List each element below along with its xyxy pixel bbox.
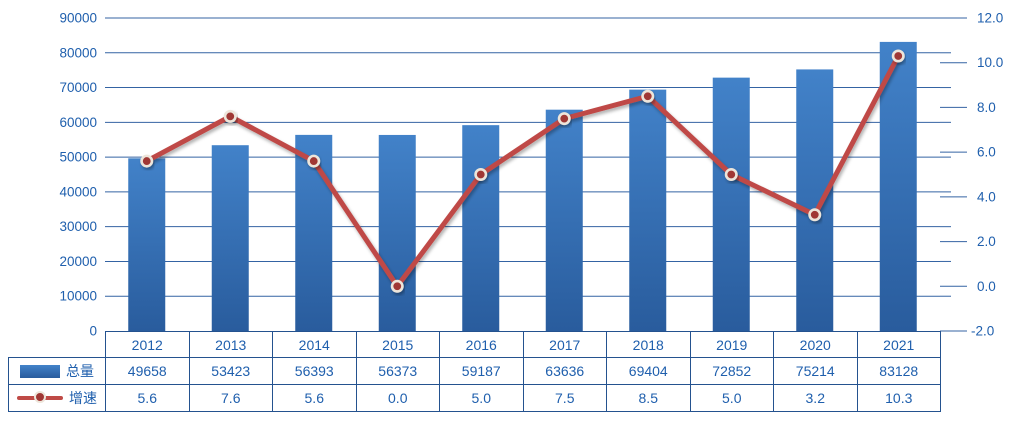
year-header-2021: 2021 — [856, 331, 941, 358]
growth-value-2021: 10.3 — [856, 384, 941, 412]
year-header-2019: 2019 — [689, 331, 774, 358]
line-marker-2017 — [557, 112, 571, 126]
total-value-2015: 56373 — [355, 357, 440, 385]
line-marker-2015 — [390, 279, 404, 293]
line-marker-2020 — [808, 208, 822, 222]
line-marker-2014 — [307, 154, 321, 168]
growth-value-2019: 5.0 — [689, 384, 774, 412]
total-value-2013: 53423 — [188, 357, 273, 385]
total-value-2012: 49658 — [105, 357, 190, 385]
total-value-2016: 59187 — [439, 357, 524, 385]
growth-value-2017: 7.5 — [522, 384, 607, 412]
left-axis-tick-label: 60000 — [59, 115, 97, 130]
total-value-2018: 69404 — [606, 357, 691, 385]
year-header-2012: 2012 — [105, 331, 190, 358]
growth-value-2020: 3.2 — [773, 384, 858, 412]
bar-2018 — [629, 89, 667, 331]
left-axis-tick-label: 10000 — [59, 289, 97, 304]
bar-2017 — [545, 109, 583, 331]
bar-2021 — [879, 41, 917, 331]
left-axis-tick-label: 0 — [89, 324, 97, 339]
left-axis-tick-label: 90000 — [59, 11, 97, 26]
left-axis-tick-label: 20000 — [59, 254, 97, 269]
bar-2019 — [712, 77, 750, 331]
year-header-2020: 2020 — [773, 331, 858, 358]
growth-value-2015: 0.0 — [355, 384, 440, 412]
growth-line — [144, 53, 901, 289]
year-header-2015: 2015 — [355, 331, 440, 358]
left-axis-tick-label: 50000 — [59, 150, 97, 165]
right-axis-tick-label: 4.0 — [977, 189, 996, 204]
total-legend-swatch — [20, 364, 60, 378]
right-axis-tick-label: -2.0 — [971, 324, 994, 339]
line-marker-2018 — [641, 89, 655, 103]
growth-legend-swatch — [17, 390, 63, 405]
left-axis-tick-label: 80000 — [59, 45, 97, 60]
total-legend-label: 总量 — [66, 363, 94, 379]
year-header-2013: 2013 — [188, 331, 273, 358]
left-axis-tick-label: 30000 — [59, 219, 97, 234]
year-header-2018: 2018 — [606, 331, 691, 358]
line-marker-2016 — [474, 168, 488, 182]
growth-legend-cell: 增速 — [8, 384, 106, 412]
total-value-2021: 83128 — [856, 357, 941, 385]
line-marker-2012 — [140, 154, 154, 168]
right-axis-tick-label: 0.0 — [977, 279, 996, 294]
left-axis-tick-label: 70000 — [59, 80, 97, 95]
bar-2016 — [462, 125, 500, 331]
bar-2012 — [128, 158, 166, 331]
line-marker-2021 — [891, 49, 905, 63]
right-axis-tick-label: 6.0 — [977, 145, 996, 160]
total-value-2017: 63636 — [522, 357, 607, 385]
total-value-2020: 75214 — [773, 357, 858, 385]
bar-2013 — [211, 145, 249, 331]
left-axis-tick-label: 40000 — [59, 184, 97, 199]
growth-value-2012: 5.6 — [105, 384, 190, 412]
line-marker-2013 — [223, 109, 237, 123]
right-axis-tick-label: 2.0 — [977, 234, 996, 249]
year-header-2014: 2014 — [272, 331, 357, 358]
growth-value-2016: 5.0 — [439, 384, 524, 412]
combo-chart: 0 10000 20000 30000 40000 50000 60000 70000 8000… — [59, 11, 1003, 339]
growth-value-2014: 5.6 — [272, 384, 357, 412]
growth-value-2018: 8.5 — [606, 384, 691, 412]
total-value-2014: 56393 — [272, 357, 357, 385]
right-axis-tick-label: 10.0 — [977, 55, 1003, 70]
total-value-2019: 72852 — [689, 357, 774, 385]
table-corner — [9, 332, 106, 358]
year-header-2017: 2017 — [522, 331, 607, 358]
right-axis-tick-label: 12.0 — [977, 11, 1003, 26]
total-legend-cell: 总量 — [8, 357, 106, 385]
bar-2020 — [796, 69, 834, 331]
growth-legend-label: 增速 — [69, 389, 97, 406]
right-axis-tick-label: 8.0 — [977, 100, 996, 115]
year-header-2016: 2016 — [439, 331, 524, 358]
data-table: 2012 2013 2014 2015 2016 2017 2018 2019 2020 2021… — [8, 331, 941, 412]
line-marker-2019 — [724, 168, 738, 182]
growth-value-2013: 7.6 — [188, 384, 273, 412]
bar-2015 — [378, 134, 416, 331]
